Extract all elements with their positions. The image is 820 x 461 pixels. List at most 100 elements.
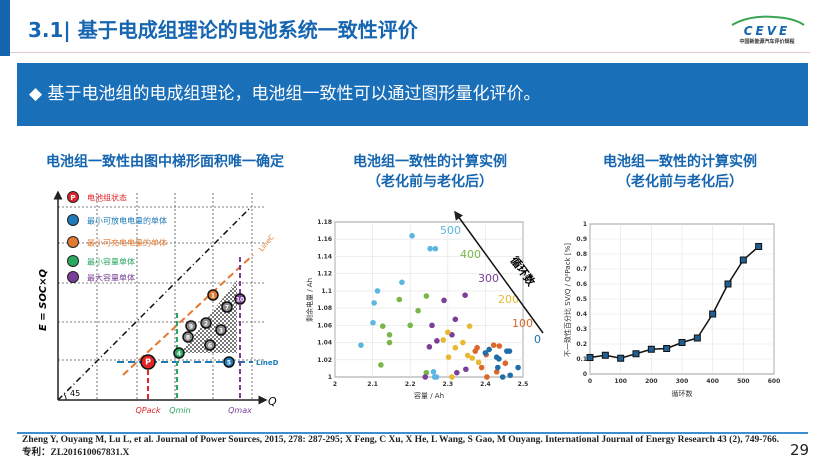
scatter-point-200	[445, 329, 451, 336]
banner-text: 基于电池组的电成组理论，电池组一致性可以通过图形量化评价。	[47, 84, 541, 104]
cell-marker	[182, 331, 194, 343]
series-label-0: 0	[534, 333, 541, 346]
x-tick-label: 200	[645, 378, 658, 385]
page-number: 29	[790, 441, 810, 459]
scatter-point-0	[506, 348, 513, 354]
line-point	[678, 339, 686, 346]
y-tick-label: 1	[328, 374, 332, 381]
line-c-label: LineC	[257, 233, 276, 253]
legend-marker	[67, 214, 79, 226]
line-point	[739, 256, 747, 264]
y-tick-label: 1.02	[317, 357, 332, 364]
cell-label: 4	[177, 351, 181, 358]
header-accent-bar	[0, 0, 10, 56]
scatter-point-300	[441, 297, 447, 304]
reference-text: Zheng Y, Ouyang M, Lu L, et al. Journal …	[22, 435, 780, 445]
x-tick-label: 400	[706, 378, 719, 385]
y-tick-label: 1.1	[321, 288, 332, 295]
scatter-point-200	[475, 359, 482, 366]
scatter-point-0	[499, 374, 506, 380]
line-c	[122, 254, 254, 376]
cycle-arrow	[454, 210, 544, 334]
scatter-point-100	[493, 369, 500, 375]
middle-heading-title: 电池组一致性的计算实例	[353, 154, 507, 170]
legend-marker	[67, 255, 79, 267]
scatter-point-400	[386, 339, 393, 346]
line-point	[601, 351, 609, 359]
scatter-point-200	[440, 337, 447, 343]
scatter-point-500	[358, 342, 364, 348]
scatter-point-300	[426, 344, 433, 350]
diagonal-45-line	[57, 207, 251, 401]
line-point	[755, 243, 763, 250]
line-point	[724, 280, 732, 288]
line-point	[647, 345, 655, 353]
header-divider	[10, 52, 810, 53]
scatter-point-200	[460, 339, 466, 346]
y-axis-label: E = SOC×Q	[38, 268, 49, 331]
car-outline-icon	[731, 15, 805, 26]
left-heading: 电池组一致性由图中梯形面积唯一确定	[46, 154, 284, 170]
scatter-point-500	[371, 300, 377, 306]
scatter-point-400	[386, 332, 393, 338]
y-tick-label: 0.4	[576, 311, 587, 318]
scatter-point-500	[430, 369, 437, 375]
scatter-point-300	[452, 316, 459, 323]
legend-label: 最小容量单体	[87, 257, 135, 267]
scatter-plot-area	[334, 221, 524, 378]
scatter-point-500	[427, 245, 433, 252]
series-label-500: 500	[440, 224, 461, 237]
y-tick-label: 0.9	[576, 236, 587, 243]
y-tick-label: 0	[583, 371, 587, 378]
y-tick-label: 0.3	[576, 326, 587, 333]
line-point	[709, 310, 717, 318]
x-tick-label: 300	[676, 378, 689, 385]
scatter-point-400	[378, 362, 384, 368]
scatter-point-0	[486, 346, 492, 353]
legend-marker	[67, 191, 79, 203]
scatter-point-500	[409, 232, 415, 239]
line-x-label: 循环数	[672, 389, 693, 398]
diamond-bullet-icon: ◆	[29, 84, 43, 104]
summary-banner: ◆ 基于电池组的电成组理论，电池组一致性可以通过图形量化评价。	[17, 63, 808, 126]
angle-label: 45	[70, 389, 80, 398]
scatter-point-400	[423, 293, 430, 299]
y-tick-label: 0.8	[576, 251, 587, 258]
y-tick-label: 1	[583, 221, 587, 228]
cell-marker	[221, 301, 233, 313]
cell-label: 8	[186, 335, 190, 342]
scatter-point-200	[469, 355, 476, 361]
x-tick-label: 2.2	[405, 381, 416, 388]
cell-marker	[223, 356, 235, 368]
scatter-point-500	[433, 374, 440, 380]
scatter-point-300	[422, 374, 429, 380]
x-tick-label: 2	[333, 381, 337, 388]
scatter-y-label: 剩余电量 / Ah	[305, 278, 314, 322]
y-tick-label: 1.16	[317, 236, 332, 243]
cell-label: 5	[227, 360, 231, 367]
scatter-chart: 2 2.1 2.2 2.3 2.4 2.5 1 1.02 1.04 1.06 1.08 1.1 1.12…	[305, 210, 544, 400]
right-heading: 电池组一致性的计算实例 （老化前与老化后）	[580, 152, 780, 192]
ceve-logo: CEVE 中国新能源汽车评价规程	[724, 14, 810, 52]
legend-marker-label: P	[70, 194, 75, 202]
scatter-point-500	[399, 279, 405, 286]
scatter-point-0	[496, 356, 502, 362]
cell-label: 3	[219, 328, 223, 335]
legend-label: 电池组状态	[87, 193, 127, 203]
y-tick-label: 1.18	[317, 219, 332, 226]
scatter-point-200	[464, 352, 471, 359]
scatter-point-100	[484, 374, 490, 380]
legend-marker	[67, 236, 79, 248]
q-min-label: Qmin	[169, 406, 190, 415]
scatter-point-0	[482, 350, 489, 356]
scatter-point-500	[432, 245, 439, 252]
angle-arc	[63, 393, 67, 401]
scatter-point-200	[445, 354, 452, 360]
legend-label: 最大容量单体	[87, 273, 135, 283]
scatter-point-300	[454, 369, 460, 376]
line-d-label: LineD	[256, 359, 279, 367]
line-y-label: 不一致性百分比 SV/Q / Q²Pack [%]	[563, 243, 572, 357]
scatter-point-100	[496, 343, 503, 349]
scatter-point-100	[502, 360, 509, 367]
legend-label: 最小可放电电量的单体	[87, 216, 167, 226]
